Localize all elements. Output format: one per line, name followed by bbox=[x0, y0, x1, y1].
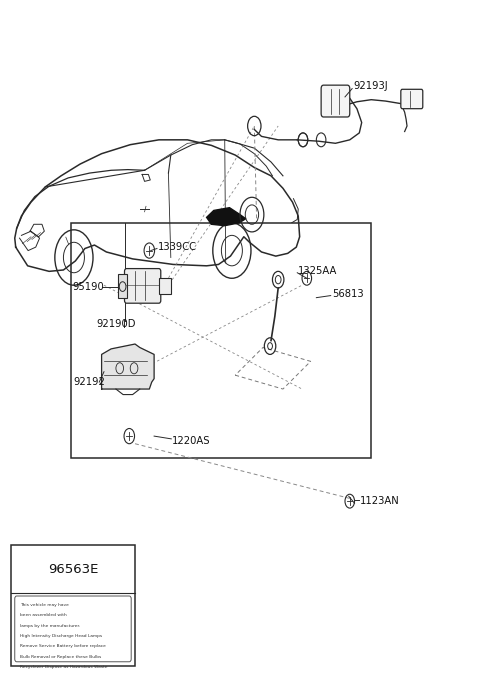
Bar bbox=[11, 545, 135, 666]
Bar bbox=[159, 278, 171, 293]
Text: 1123AN: 1123AN bbox=[360, 496, 400, 506]
Text: 1325AA: 1325AA bbox=[298, 266, 337, 277]
Text: Remove Service Battery before replace: Remove Service Battery before replace bbox=[20, 644, 106, 648]
Text: been assembled with: been assembled with bbox=[20, 613, 66, 617]
FancyBboxPatch shape bbox=[321, 85, 350, 117]
FancyBboxPatch shape bbox=[401, 89, 423, 108]
Bar bbox=[118, 274, 127, 297]
Text: 92193J: 92193J bbox=[354, 81, 388, 91]
Text: This vehicle may have: This vehicle may have bbox=[20, 603, 68, 607]
Text: 92190D: 92190D bbox=[96, 319, 135, 329]
Text: 1339CC: 1339CC bbox=[158, 242, 197, 252]
Text: 56813: 56813 bbox=[332, 288, 364, 299]
Text: lamps by the manufacturer.: lamps by the manufacturer. bbox=[20, 623, 80, 628]
Text: 92192: 92192 bbox=[73, 377, 105, 387]
Polygon shape bbox=[206, 208, 246, 226]
Polygon shape bbox=[102, 344, 154, 389]
Text: High Intensity Discharge Head Lamps: High Intensity Discharge Head Lamps bbox=[20, 634, 102, 638]
Text: Recyclezer Dispose as Hazardous Waste: Recyclezer Dispose as Hazardous Waste bbox=[20, 665, 107, 669]
Bar bbox=[71, 223, 371, 458]
Text: Bulb Removal or Replace these Bulbs: Bulb Removal or Replace these Bulbs bbox=[20, 655, 101, 659]
FancyBboxPatch shape bbox=[15, 596, 131, 662]
Text: 96563E: 96563E bbox=[48, 562, 98, 575]
FancyBboxPatch shape bbox=[124, 268, 161, 303]
Text: 95190: 95190 bbox=[72, 281, 104, 292]
Text: 1220AS: 1220AS bbox=[172, 436, 211, 446]
